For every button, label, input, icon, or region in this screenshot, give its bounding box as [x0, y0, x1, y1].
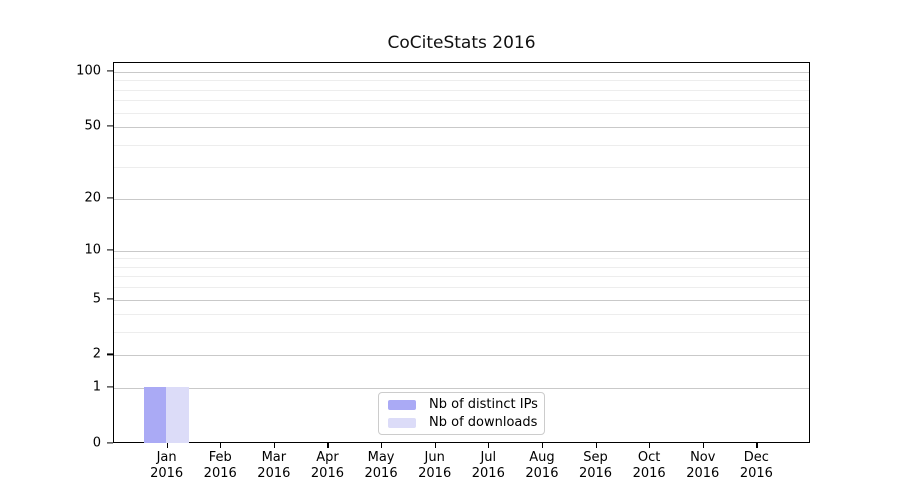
legend: Nb of distinct IPs Nb of downloads [378, 392, 545, 435]
xtick-mark [649, 443, 651, 448]
xtick-label-oct: Oct 2016 [632, 450, 666, 481]
xtick-mark [702, 443, 704, 448]
ytick-mark [107, 353, 113, 356]
minor-gridline [114, 258, 809, 260]
xtick-label-jan: Jan 2016 [150, 450, 184, 481]
xtick-mark [273, 443, 276, 448]
xtick-label-aug: Aug 2016 [525, 450, 559, 481]
legend-entry-downloads: Nb of downloads [388, 415, 538, 430]
xtick-mark [327, 443, 329, 448]
xtick-label-jun: Jun 2016 [418, 450, 452, 481]
xtick-label-sep: Sep 2016 [578, 450, 613, 481]
legend-swatch-downloads [388, 417, 416, 428]
xtick-label-apr: Apr 2016 [310, 450, 344, 481]
ytick-mark [107, 125, 113, 127]
bar-nb-of-downloads [166, 386, 189, 443]
major-gridline [114, 250, 809, 252]
bar-nb-of-distinct-ips [143, 386, 167, 443]
minor-gridline [114, 167, 809, 169]
ytick-label: 5 [92, 291, 101, 307]
minor-gridline [114, 80, 809, 82]
legend-label-downloads: Nb of downloads [429, 415, 538, 430]
minor-gridline [114, 332, 809, 334]
xtick-mark [488, 443, 490, 448]
ytick-label: 1 [92, 379, 101, 395]
xtick-mark [381, 443, 383, 448]
minor-gridline [114, 314, 809, 316]
ytick-mark [107, 197, 113, 199]
ytick-label: 100 [76, 63, 101, 79]
xtick-label-jul: Jul 2016 [471, 450, 505, 481]
major-gridline [114, 72, 809, 74]
minor-gridline [114, 266, 809, 268]
legend-label-distinct-ips: Nb of distinct IPs [429, 397, 538, 412]
xtick-label-dec: Dec 2016 [739, 450, 773, 481]
ytick-mark [107, 298, 113, 300]
legend-swatch-distinct-ips [388, 399, 416, 410]
legend-entry-distinct-ips: Nb of distinct IPs [388, 397, 538, 412]
ytick-mark [107, 386, 113, 388]
ytick-label: 20 [84, 190, 101, 206]
ytick-label: 0 [92, 435, 101, 451]
xtick-label-mar: Mar 2016 [257, 450, 291, 481]
major-gridline [114, 388, 809, 390]
plot-area [113, 62, 810, 443]
minor-gridline [114, 276, 809, 278]
minor-gridline [114, 144, 809, 146]
minor-gridline [114, 287, 809, 289]
minor-gridline [114, 89, 809, 91]
minor-gridline [114, 100, 809, 102]
ytick-label: 50 [84, 118, 101, 134]
xtick-label-feb: Feb 2016 [203, 450, 237, 481]
xtick-mark [756, 443, 758, 448]
xtick-mark [166, 443, 168, 448]
xtick-mark [541, 443, 544, 448]
major-gridline [114, 299, 809, 301]
major-gridline [114, 127, 809, 129]
major-gridline [114, 198, 809, 200]
ytick-mark [107, 442, 113, 444]
chart-title: CoCiteStats 2016 [387, 33, 536, 53]
minor-gridline [114, 112, 809, 114]
ytick-mark [107, 70, 113, 72]
ytick-mark [107, 249, 113, 251]
xtick-label-may: May 2016 [364, 450, 398, 481]
xtick-mark [434, 443, 436, 448]
ytick-label: 2 [92, 346, 101, 362]
ytick-label: 10 [84, 242, 101, 258]
major-gridline [114, 355, 809, 357]
xtick-mark [595, 443, 597, 448]
xtick-mark [220, 443, 222, 448]
xtick-label-nov: Nov 2016 [686, 450, 720, 481]
